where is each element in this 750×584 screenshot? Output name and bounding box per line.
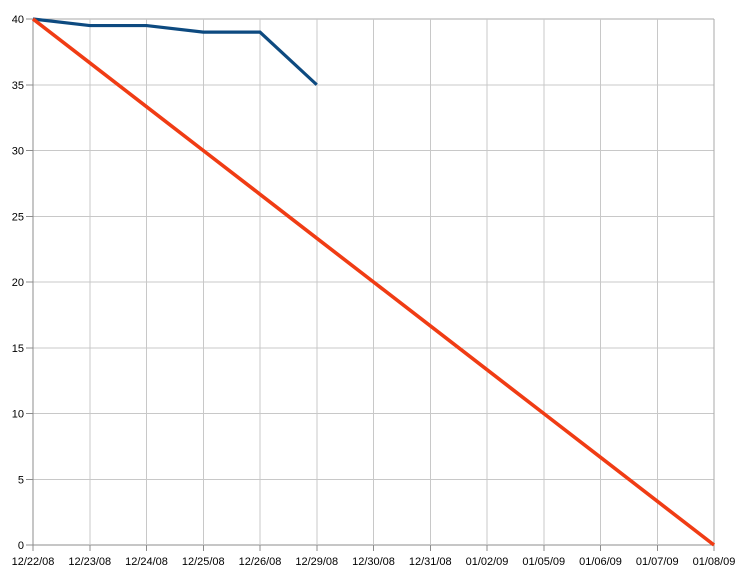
x-axis-label: 12/30/08 (352, 556, 395, 568)
y-axis-label: 15 (12, 343, 24, 355)
y-axis-label: 35 (12, 80, 24, 92)
y-axis-label: 25 (12, 211, 24, 223)
series-line-actual-burndown (32, 17, 318, 86)
y-axis-label: 30 (12, 146, 24, 158)
y-axis-label: 20 (12, 277, 24, 289)
series-line-ideal-burndown (31, 17, 716, 547)
y-axis-label: 10 (12, 409, 24, 421)
x-axis-label: 12/31/08 (409, 556, 452, 568)
x-axis-label: 12/29/08 (295, 556, 338, 568)
x-axis-label: 01/05/09 (522, 556, 565, 568)
x-axis-label: 01/06/09 (579, 556, 622, 568)
x-axis-label: 12/25/08 (182, 556, 225, 568)
x-axis-label: 12/23/08 (68, 556, 111, 568)
y-axis-label: 0 (18, 540, 24, 552)
y-axis-label: 5 (18, 474, 24, 486)
x-axis-label: 01/07/09 (636, 556, 679, 568)
x-axis-label: 12/22/08 (12, 556, 55, 568)
x-axis-label: 01/08/09 (693, 556, 736, 568)
x-axis-label: 12/24/08 (125, 556, 168, 568)
x-axis-label: 12/26/08 (239, 556, 282, 568)
y-axis-label: 40 (12, 14, 24, 26)
x-axis-label: 01/02/09 (466, 556, 509, 568)
